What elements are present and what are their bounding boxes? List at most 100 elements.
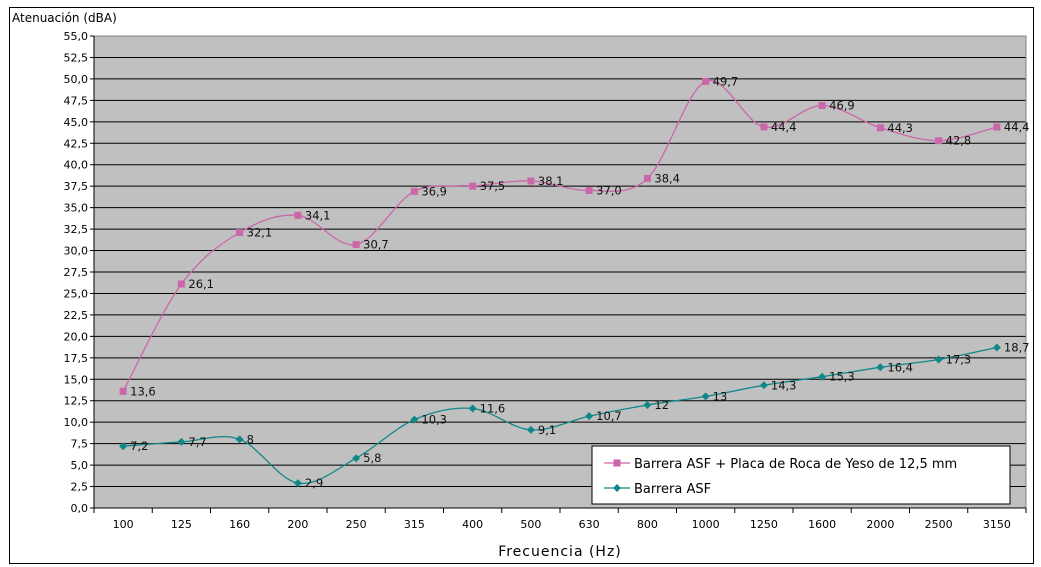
y-tick-label: 37,5 — [64, 180, 89, 193]
data-point — [527, 177, 535, 185]
y-tick-label: 12,5 — [64, 395, 89, 408]
data-point — [818, 372, 827, 381]
x-tick-label: 200 — [287, 518, 308, 531]
y-tick-label: 45,0 — [64, 116, 89, 129]
data-label: 8 — [247, 432, 254, 446]
data-point — [352, 454, 361, 463]
data-point — [235, 435, 244, 444]
data-label: 12 — [654, 398, 669, 412]
legend: Barrera ASF + Placa de Roca de Yeso de 1… — [591, 445, 1011, 505]
data-label: 7,7 — [188, 435, 206, 449]
data-label: 5,8 — [363, 451, 381, 465]
data-label: 26,1 — [188, 277, 214, 291]
data-label: 2,9 — [305, 476, 323, 490]
data-label: 32,1 — [247, 226, 273, 240]
series-1: 13,6 26,1 32,1 34,1 30,7 36,9 37,5 38,1 37,0 38,4… — [119, 74, 1030, 398]
legend-marker — [613, 484, 621, 492]
data-label: 49,7 — [713, 74, 739, 88]
data-point — [119, 442, 128, 451]
data-point — [294, 211, 302, 219]
data-label: 36,9 — [421, 184, 447, 198]
data-point — [876, 363, 885, 372]
x-tick-label: 630 — [579, 518, 600, 531]
y-tick-label: 30,0 — [64, 245, 89, 258]
data-point — [236, 229, 244, 237]
data-point — [352, 241, 360, 249]
data-label: 44,4 — [771, 120, 797, 134]
data-label: 38,1 — [538, 174, 564, 188]
legend-box — [591, 445, 1011, 505]
series-line — [122, 79, 998, 392]
y-tick-label: 5,0 — [71, 459, 89, 472]
x-tick-label: 1000 — [692, 518, 720, 531]
y-tick-label: 0,0 — [71, 502, 89, 515]
x-tick-label: 315 — [404, 518, 425, 531]
x-tick-label: 800 — [637, 518, 658, 531]
x-tick-label: 500 — [520, 518, 541, 531]
x-axis-title: Frecuencia (Hz) — [498, 544, 622, 560]
data-point — [177, 437, 186, 446]
y-tick-label: 20,0 — [64, 330, 89, 343]
data-point — [410, 415, 419, 424]
data-label: 18,7 — [1004, 341, 1030, 355]
data-point — [177, 280, 185, 288]
data-point — [992, 343, 1001, 352]
data-point — [702, 77, 710, 85]
data-label: 17,3 — [946, 353, 972, 367]
data-point — [818, 102, 826, 110]
x-tick-label: 400 — [462, 518, 483, 531]
y-tick-label: 27,5 — [64, 266, 89, 279]
data-label: 10,3 — [421, 413, 447, 427]
gridlines — [90, 35, 1027, 509]
y-tick-label: 22,5 — [64, 309, 89, 322]
data-label: 11,6 — [480, 401, 506, 415]
data-point — [876, 124, 884, 132]
x-tick-label: 2000 — [866, 518, 894, 531]
data-label: 16,4 — [887, 360, 913, 374]
data-label: 9,1 — [538, 423, 556, 437]
y-tick-label: 52,5 — [64, 51, 89, 64]
x-tick-label: 125 — [171, 518, 192, 531]
data-label: 14,3 — [771, 378, 797, 392]
y-tick-label: 25,0 — [64, 287, 89, 300]
data-point — [643, 401, 652, 410]
y-tick-label: 7,5 — [71, 438, 89, 451]
data-label: 44,3 — [887, 121, 913, 135]
data-label: 30,7 — [363, 238, 389, 252]
x-tick-label: 160 — [229, 518, 250, 531]
data-label: 37,5 — [480, 179, 506, 193]
line-chart: 0,0 2,5 5,0 7,5 10,0 12,5 15,0 17,5 20,0 22,5 25,0… — [12, 11, 1030, 560]
data-label: 46,9 — [829, 99, 855, 113]
data-point — [935, 137, 943, 145]
data-point — [585, 412, 594, 421]
chart-frame: 0,0 2,5 5,0 7,5 10,0 12,5 15,0 17,5 20,0 22,5 25,0… — [9, 7, 1034, 564]
data-point — [993, 123, 1001, 131]
data-label: 37,0 — [596, 183, 622, 197]
y-tick-label: 55,0 — [64, 30, 89, 43]
y-tick-label: 42,5 — [64, 137, 89, 150]
data-label: 38,4 — [654, 171, 680, 185]
legend-label: Barrera ASF + Placa de Roca de Yeso de 1… — [634, 457, 957, 472]
y-tick-label: 50,0 — [64, 73, 89, 86]
x-tick-label: 100 — [113, 518, 134, 531]
data-point — [701, 392, 710, 401]
data-label: 7,2 — [130, 439, 148, 453]
data-label: 10,7 — [596, 409, 622, 423]
data-point — [119, 387, 127, 395]
y-tick-label: 2,5 — [71, 481, 89, 494]
y-tick-labels: 0,0 2,5 5,0 7,5 10,0 12,5 15,0 17,5 20,0 22,5 25,0… — [64, 30, 89, 515]
y-tick-label: 40,0 — [64, 159, 89, 172]
data-label: 44,4 — [1004, 120, 1030, 134]
data-point — [585, 186, 593, 194]
data-label: 13,6 — [130, 384, 156, 398]
y-tick-label: 47,5 — [64, 94, 89, 107]
x-tick-labels: 100 125 160 200 250 315 400 500 630 800 1000 1250 16… — [93, 508, 1027, 531]
x-tick-label: 250 — [346, 518, 367, 531]
data-label: 42,8 — [946, 134, 972, 148]
legend-marker — [613, 459, 621, 467]
series-line — [123, 346, 998, 485]
data-point — [934, 355, 943, 364]
y-tick-label: 17,5 — [64, 352, 89, 365]
data-point — [293, 479, 302, 488]
x-tick-label: 1250 — [750, 518, 778, 531]
